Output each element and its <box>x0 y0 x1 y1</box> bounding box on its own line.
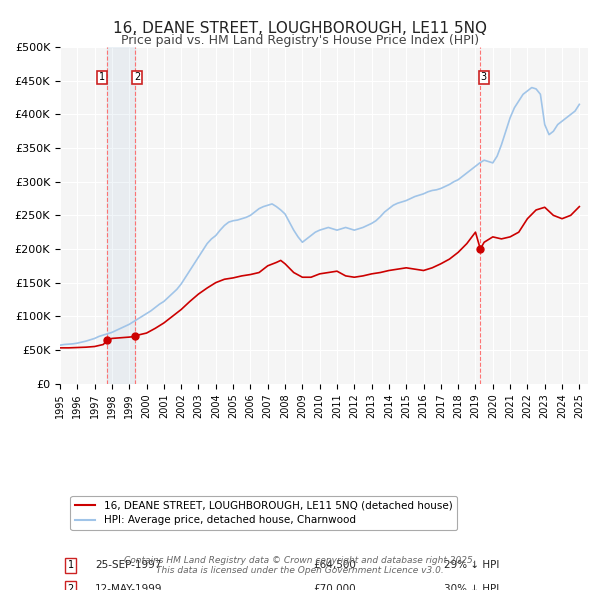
Text: 1: 1 <box>99 73 105 83</box>
Legend: 16, DEANE STREET, LOUGHBOROUGH, LE11 5NQ (detached house), HPI: Average price, d: 16, DEANE STREET, LOUGHBOROUGH, LE11 5NQ… <box>70 496 457 530</box>
Text: 29% ↓ HPI: 29% ↓ HPI <box>444 560 500 570</box>
Text: 2: 2 <box>67 584 74 590</box>
Text: 16, DEANE STREET, LOUGHBOROUGH, LE11 5NQ: 16, DEANE STREET, LOUGHBOROUGH, LE11 5NQ <box>113 21 487 35</box>
Text: £70,000: £70,000 <box>313 584 356 590</box>
Text: Contains HM Land Registry data © Crown copyright and database right 2025.
This d: Contains HM Land Registry data © Crown c… <box>124 556 476 575</box>
Text: 12-MAY-1999: 12-MAY-1999 <box>95 584 163 590</box>
Text: 25-SEP-1997: 25-SEP-1997 <box>95 560 162 570</box>
Text: Price paid vs. HM Land Registry's House Price Index (HPI): Price paid vs. HM Land Registry's House … <box>121 34 479 47</box>
Text: 1: 1 <box>67 560 74 570</box>
Text: 30% ↓ HPI: 30% ↓ HPI <box>444 584 499 590</box>
Text: 2: 2 <box>134 73 140 83</box>
Text: £64,500: £64,500 <box>313 560 356 570</box>
Bar <box>107 47 136 384</box>
Text: 3: 3 <box>481 73 487 83</box>
